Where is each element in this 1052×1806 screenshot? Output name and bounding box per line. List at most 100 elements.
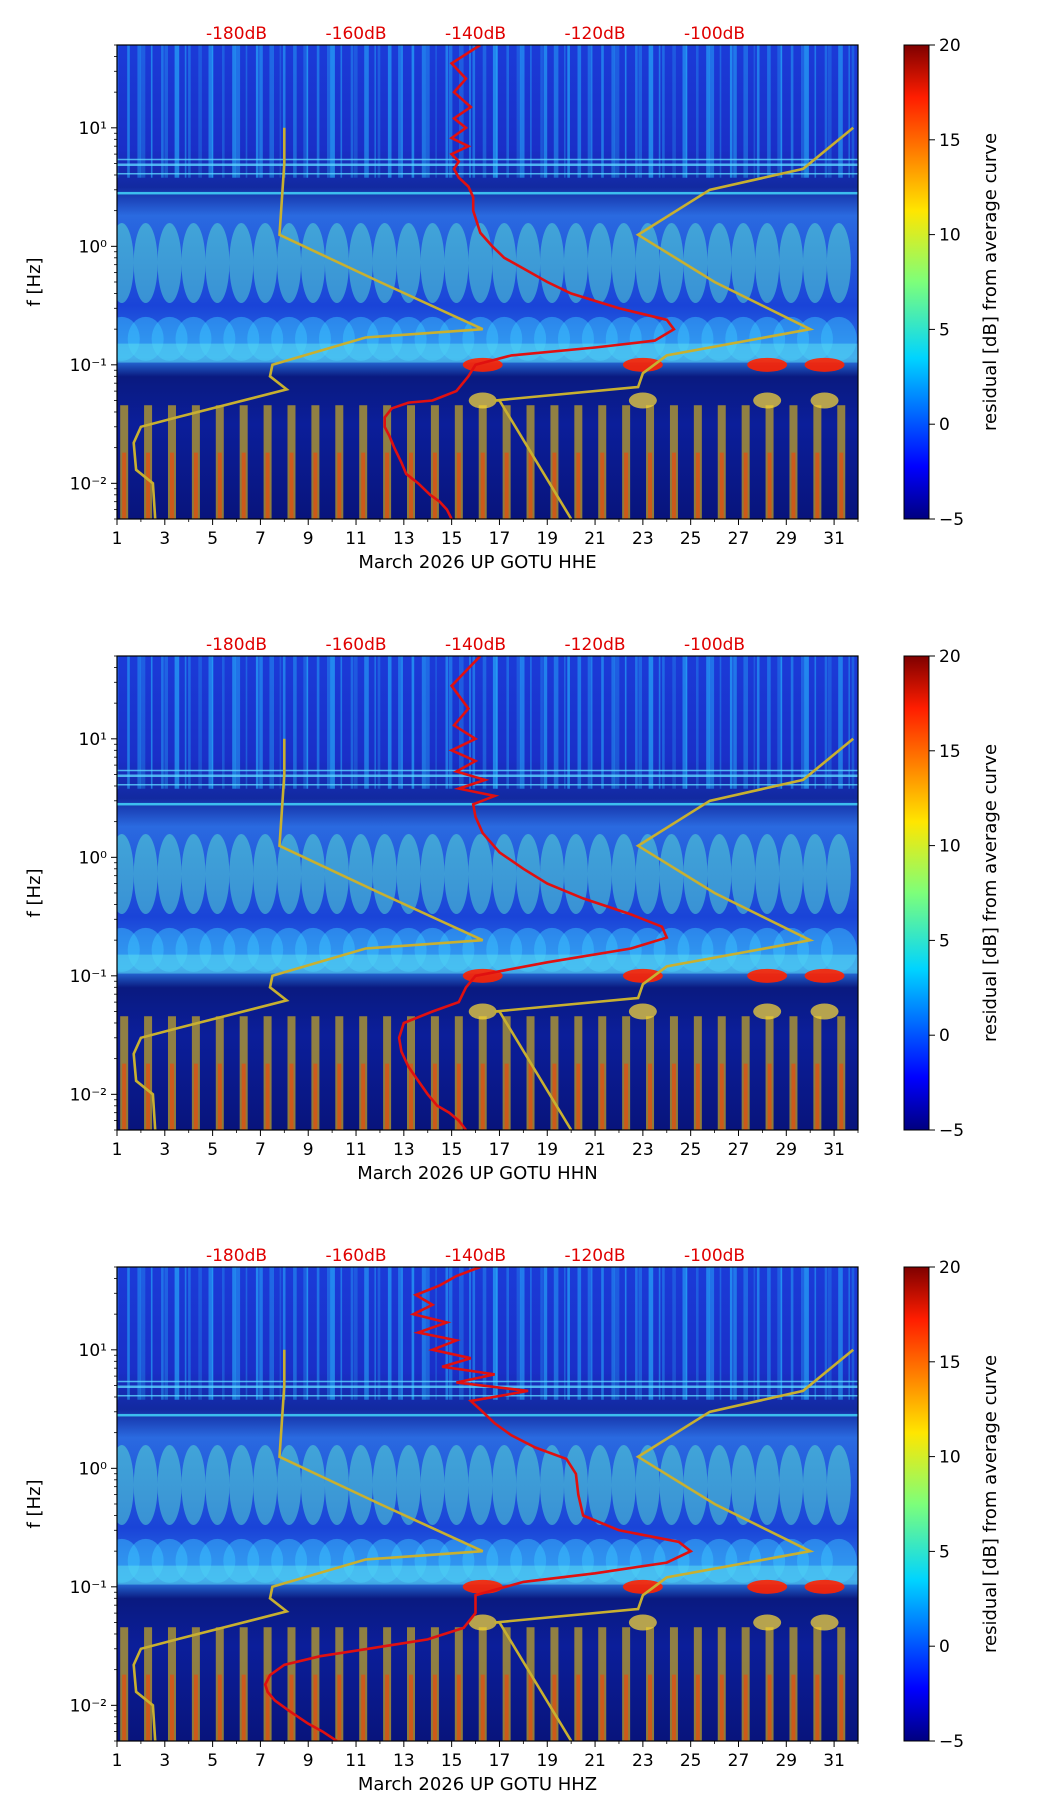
x-tick-label: 21 — [584, 1751, 606, 1771]
colorbar-label: residual [dB] from average curve — [980, 744, 1001, 1042]
y-tick-label: 10⁻¹ — [70, 1578, 107, 1598]
y-axis-label: f [Hz] — [24, 1479, 45, 1528]
x-tick-label: 25 — [680, 1751, 702, 1771]
x-axis-label: March 2026 UP GOTU HHZ — [358, 1774, 597, 1795]
x-tick-label: 9 — [303, 1140, 314, 1160]
x-tick-label: 27 — [728, 1751, 750, 1771]
x-tick-label: 27 — [728, 1140, 750, 1160]
x-tick-label: 17 — [489, 1140, 511, 1160]
top-db-label: -100dB — [684, 24, 745, 44]
colorbar — [904, 1267, 929, 1741]
colorbar-label: residual [dB] from average curve — [980, 133, 1001, 431]
x-tick-label: 17 — [489, 1751, 511, 1771]
x-tick-label: 23 — [632, 529, 654, 549]
x-axis-label: March 2026 UP GOTU HHN — [357, 1163, 597, 1184]
y-tick-label: 10¹ — [79, 1341, 107, 1361]
colorbar-tick-label: 0 — [939, 1637, 950, 1657]
x-tick-label: 7 — [255, 1751, 266, 1771]
x-tick-label: 19 — [536, 529, 558, 549]
y-axis-label: f [Hz] — [24, 257, 45, 306]
x-tick-label: 29 — [775, 1751, 797, 1771]
colorbar-tick-label: 20 — [939, 647, 961, 667]
colorbar-tick-label: 15 — [939, 742, 961, 762]
colorbar-tick-label: 10 — [939, 1448, 961, 1468]
x-tick-label: 23 — [632, 1140, 654, 1160]
colorbar-tick-label: 10 — [939, 226, 961, 246]
x-tick-label: 11 — [345, 529, 367, 549]
x-tick-label: 31 — [823, 1751, 845, 1771]
top-db-label: -140dB — [445, 24, 506, 44]
colorbar-tick-label: −5 — [939, 510, 964, 530]
y-tick-label: 10⁰ — [79, 1459, 108, 1479]
x-tick-label: 9 — [303, 529, 314, 549]
x-tick-label: 25 — [680, 529, 702, 549]
x-tick-label: 13 — [393, 529, 415, 549]
top-db-label: -120dB — [565, 1246, 626, 1266]
top-db-label: -140dB — [445, 635, 506, 655]
top-db-label: -160dB — [326, 1246, 387, 1266]
x-tick-label: 5 — [207, 1751, 218, 1771]
x-tick-label: 3 — [159, 529, 170, 549]
x-tick-label: 3 — [159, 1140, 170, 1160]
x-tick-label: 23 — [632, 1751, 654, 1771]
colorbar — [904, 656, 929, 1130]
colorbar-tick-label: 5 — [939, 320, 950, 340]
y-tick-label: 10¹ — [79, 119, 107, 139]
y-tick-label: 10¹ — [79, 730, 107, 750]
x-tick-label: 13 — [393, 1751, 415, 1771]
x-tick-label: 5 — [207, 1140, 218, 1160]
x-tick-label: 15 — [441, 1140, 463, 1160]
x-tick-label: 5 — [207, 529, 218, 549]
x-tick-label: 25 — [680, 1140, 702, 1160]
y-tick-label: 10⁰ — [79, 848, 108, 868]
y-tick-label: 10⁻² — [70, 474, 107, 494]
x-tick-label: 1 — [112, 1140, 123, 1160]
y-tick-label: 10⁰ — [79, 237, 108, 257]
top-db-label: -140dB — [445, 1246, 506, 1266]
x-tick-label: 7 — [255, 529, 266, 549]
x-tick-label: 21 — [584, 529, 606, 549]
top-db-label: -180dB — [206, 1246, 267, 1266]
x-tick-label: 11 — [345, 1751, 367, 1771]
x-tick-label: 3 — [159, 1751, 170, 1771]
x-tick-label: 11 — [345, 1140, 367, 1160]
colorbar — [904, 45, 929, 519]
x-tick-label: 29 — [775, 1140, 797, 1160]
x-tick-label: 19 — [536, 1751, 558, 1771]
top-db-label: -100dB — [684, 635, 745, 655]
x-tick-label: 15 — [441, 529, 463, 549]
top-db-label: -100dB — [684, 1246, 745, 1266]
x-tick-label: 1 — [112, 1751, 123, 1771]
y-tick-label: 10⁻² — [70, 1085, 107, 1105]
colorbar-label: residual [dB] from average curve — [980, 1355, 1001, 1653]
colorbar-tick-label: 15 — [939, 1353, 961, 1373]
x-tick-label: 13 — [393, 1140, 415, 1160]
x-tick-label: 7 — [255, 1140, 266, 1160]
x-tick-label: 31 — [823, 529, 845, 549]
panel-1: 1 3 5 7 9 11 13 15 17 19 21 23 25 27 29 3110⁻²10⁻¹10⁰10… — [24, 24, 1001, 573]
top-db-label: -180dB — [206, 635, 267, 655]
colorbar-tick-label: 5 — [939, 931, 950, 951]
x-tick-label: 31 — [823, 1140, 845, 1160]
colorbar-tick-label: 15 — [939, 131, 961, 151]
x-tick-label: 1 — [112, 529, 123, 549]
x-tick-label: 17 — [489, 529, 511, 549]
colorbar-tick-label: −5 — [939, 1121, 964, 1141]
colorbar-tick-label: 10 — [939, 837, 961, 857]
top-db-label: -180dB — [206, 24, 267, 44]
y-axis-label: f [Hz] — [24, 868, 45, 917]
x-tick-label: 15 — [441, 1751, 463, 1771]
top-db-label: -160dB — [326, 24, 387, 44]
panel-2: 1 3 5 7 9 11 13 15 17 19 21 23 25 27 29 3110⁻²10⁻¹10⁰10… — [24, 635, 1001, 1184]
colorbar-tick-label: 0 — [939, 1026, 950, 1046]
colorbar-tick-label: 20 — [939, 36, 961, 56]
x-axis-label: March 2026 UP GOTU HHE — [358, 552, 596, 573]
x-tick-label: 21 — [584, 1140, 606, 1160]
x-tick-label: 27 — [728, 529, 750, 549]
top-db-label: -120dB — [565, 635, 626, 655]
colorbar-tick-label: 20 — [939, 1258, 961, 1278]
x-tick-label: 19 — [536, 1140, 558, 1160]
top-db-label: -160dB — [326, 635, 387, 655]
y-tick-label: 10⁻² — [70, 1696, 107, 1716]
